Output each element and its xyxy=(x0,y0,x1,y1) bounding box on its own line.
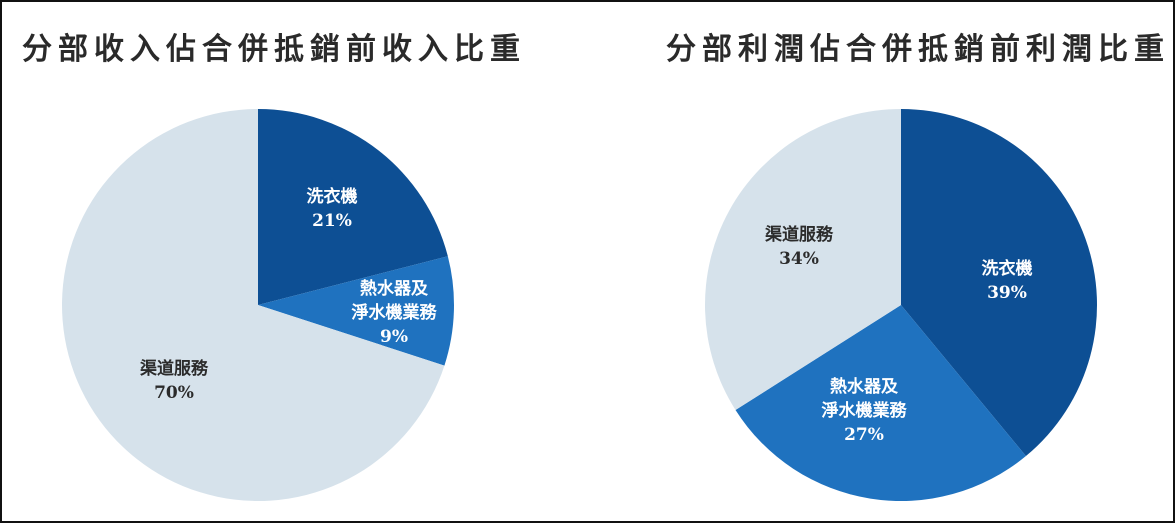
revenue-pie-chart: 洗衣機 21% 熱水器及淨水機業務 9% 渠道服務 70% xyxy=(62,109,454,502)
revenue-chart-title: 分部收入佔合併抵銷前收入比重 xyxy=(22,32,526,67)
pie-slice-washing-machine xyxy=(258,109,448,305)
slice-label-channel-services: 渠道服務 70% xyxy=(139,358,209,403)
slice-label-channel-services: 渠道服務 34% xyxy=(764,224,834,269)
slice-label-water-heater-purifier: 熱水器及淨水機業務 9% xyxy=(352,278,438,347)
pie-slice-water-heater-purifier xyxy=(735,305,1026,502)
slice-label-water-heater-purifier: 熱水器及淨水機業務 27% xyxy=(822,376,908,445)
slice-label-washing-machine: 洗衣機 21% xyxy=(307,186,358,231)
pie-slice-channel-services xyxy=(704,109,901,411)
profit-pie-chart: 洗衣機 39% 熱水器及淨水機業務 27% 渠道服務 34% xyxy=(704,109,1098,502)
pie-slice-washing-machine xyxy=(901,109,1098,457)
slice-label-washing-machine: 洗衣機 39% xyxy=(982,258,1033,303)
pie-slice-channel-services xyxy=(62,109,445,502)
pie-slice-water-heater-purifier xyxy=(258,256,454,366)
profit-chart-title: 分部利潤佔合併抵銷前利潤比重 xyxy=(666,32,1170,67)
